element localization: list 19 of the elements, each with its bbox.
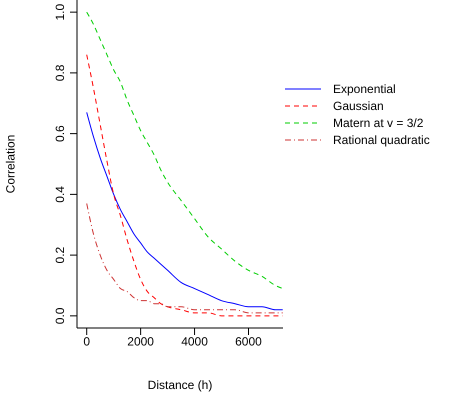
- line-series: [86, 112, 283, 310]
- y-tick-label: 0.8: [53, 64, 67, 82]
- x-tick-label: 2000: [127, 334, 154, 349]
- y-tick-label: 1.0: [53, 3, 67, 20]
- y-axis-title: Correlation: [3, 134, 18, 194]
- x-tick-label: 4000: [181, 334, 208, 349]
- y-tick-label: 0.6: [53, 124, 67, 142]
- x-tick-label: 6000: [235, 334, 262, 349]
- line-series: [86, 202, 283, 314]
- y-tick-label: 0.0: [53, 307, 67, 324]
- x-tick-label: 0: [83, 334, 90, 349]
- y-tick-label: 0.4: [53, 186, 67, 203]
- legend-label: Rational quadratic: [333, 132, 430, 146]
- legend-label: Gaussian: [333, 98, 384, 112]
- legend-label: Exponential: [333, 82, 396, 96]
- line-series: [86, 12, 283, 290]
- y-tick-label: 0.2: [53, 246, 67, 264]
- x-axis-title: Distance (h): [148, 378, 212, 392]
- legend-label: Matern at v = 3/2: [333, 116, 424, 130]
